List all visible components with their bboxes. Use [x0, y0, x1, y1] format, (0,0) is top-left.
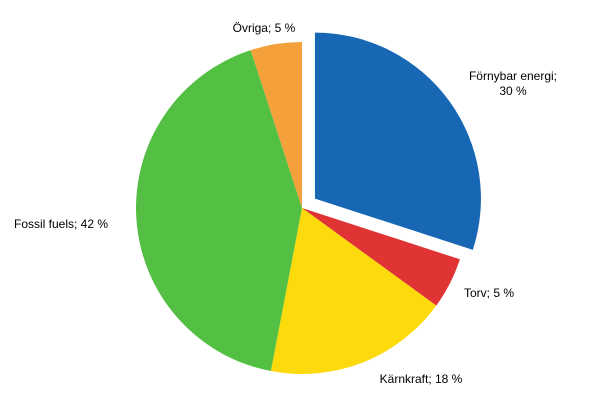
slice-label-line: 30 %	[499, 84, 527, 98]
slice-label: Fossil fuels; 42 %	[14, 217, 108, 231]
pie-slice-torv	[302, 208, 460, 306]
slice-label-line: Torv; 5 %	[464, 286, 514, 300]
pie-slice-övriga	[250, 42, 302, 208]
slice-label-line: Fossil fuels; 42 %	[14, 217, 108, 231]
slice-labels: Förnybar energi; 30 % Torv; 5 % Kärnkraft; …	[14, 21, 557, 386]
pie-slice-fossil-fuels	[135, 50, 302, 372]
slice-label-line: Kärnkraft; 18 %	[380, 372, 463, 386]
pie-slice-kärnkraft	[270, 208, 437, 374]
slice-label: Övriga; 5 %	[233, 21, 296, 35]
slice-label-line: Övriga; 5 %	[233, 21, 296, 35]
slice-label: Torv; 5 %	[464, 286, 514, 300]
pie-slice-förnybar-energi	[314, 32, 481, 250]
slice-label: Förnybar energi; 30 %	[469, 69, 557, 98]
slice-label-line: Förnybar energi;	[469, 69, 557, 83]
pie-slices	[135, 32, 481, 374]
slice-label: Kärnkraft; 18 %	[380, 372, 463, 386]
